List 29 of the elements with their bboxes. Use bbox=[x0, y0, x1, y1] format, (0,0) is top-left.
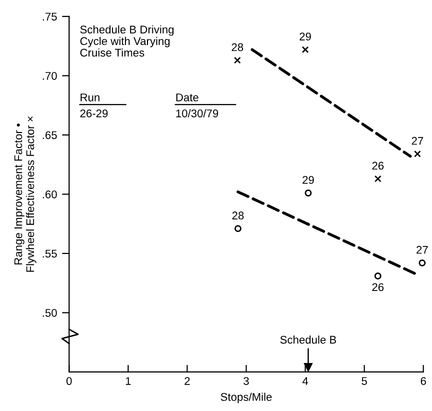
y-tick-label: .55 bbox=[42, 250, 57, 258]
annotation: Date bbox=[176, 94, 198, 102]
x-tick-label: 5 bbox=[362, 377, 367, 385]
y-axis-title: Range Improvement Factor • Flywheel Effectiveness Factor × bbox=[14, 116, 36, 272]
x-tick-label: 6 bbox=[420, 377, 426, 385]
y-tick-label: .50 bbox=[42, 308, 57, 317]
y-tick-label: .60 bbox=[42, 190, 57, 198]
x-tick-label: 2 bbox=[184, 377, 190, 385]
annotation: 28 bbox=[232, 43, 244, 52]
annotation: 29 bbox=[302, 176, 314, 184]
annotation: 27 bbox=[416, 246, 428, 254]
x-tick-label: 3 bbox=[244, 377, 249, 385]
annotation: 26-29 bbox=[80, 109, 108, 118]
x-tick-label: 0 bbox=[66, 377, 72, 385]
y-tick-label: .65 bbox=[42, 131, 57, 140]
y-tick-label: .70 bbox=[42, 72, 57, 80]
ref-line-label: Schedule B bbox=[280, 336, 336, 344]
text: Schedule B Driving Cycle with Varying Cruise Times bbox=[80, 25, 174, 57]
annotation: Run bbox=[80, 94, 100, 102]
annotation: 28 bbox=[232, 212, 244, 220]
annotation: 26 bbox=[372, 283, 384, 292]
annotation: 27 bbox=[412, 136, 424, 145]
y-tick-label: .75 bbox=[42, 12, 57, 21]
annotation: 10/30/79 bbox=[176, 109, 218, 118]
x-tick-label: 1 bbox=[126, 377, 131, 385]
x-axis-title: Stops/Mile bbox=[220, 392, 272, 404]
annotation: 26 bbox=[372, 162, 384, 170]
annotation: 29 bbox=[300, 32, 311, 40]
x-tick-label: 4 bbox=[302, 377, 308, 385]
